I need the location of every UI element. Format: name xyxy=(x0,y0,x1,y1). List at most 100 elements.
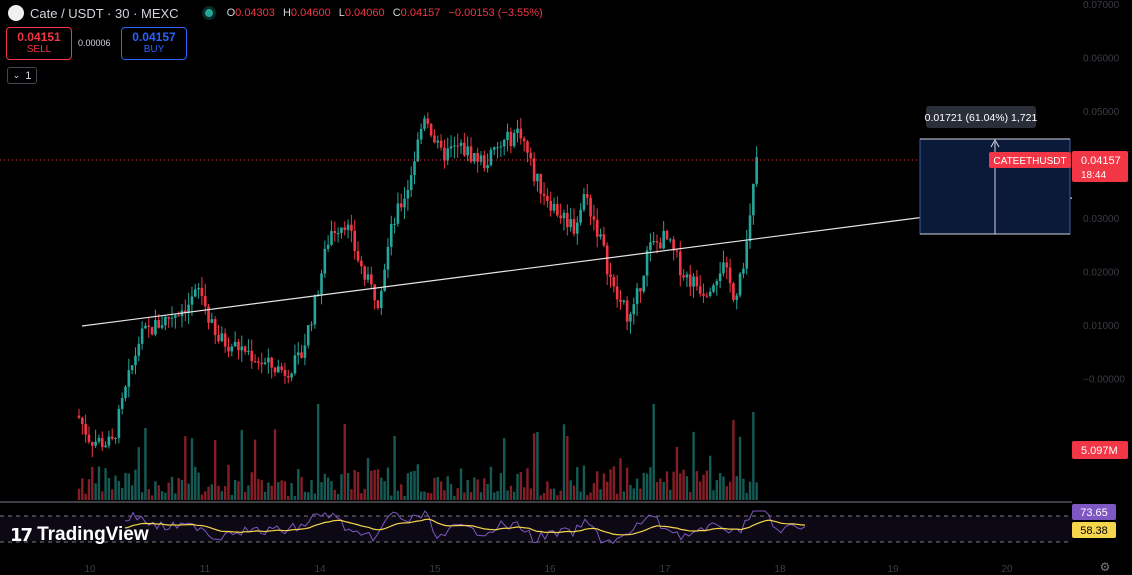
volume-bar xyxy=(526,468,529,500)
trendline-segment[interactable] xyxy=(81,197,1073,327)
volume-bar xyxy=(489,466,493,500)
candle-body xyxy=(300,352,303,358)
candle-body xyxy=(144,325,147,329)
candle-body xyxy=(403,198,406,208)
volume-bar xyxy=(343,424,346,500)
volume-bar xyxy=(738,436,742,500)
volume-bar xyxy=(536,432,539,500)
candle-body xyxy=(320,273,323,295)
volume-bar xyxy=(429,493,433,500)
candle-body xyxy=(240,346,244,351)
rsi-lines xyxy=(124,510,806,545)
volume-bar xyxy=(615,493,619,500)
candle-body xyxy=(413,161,416,176)
price-tick-label: 0.03000 xyxy=(1083,214,1120,225)
candle-body xyxy=(698,286,702,294)
candles[interactable] xyxy=(77,112,758,458)
candle-body xyxy=(110,436,114,439)
rsi-ma-value: 58.38 xyxy=(1080,525,1108,537)
volume-bar xyxy=(529,488,532,500)
volume-bar xyxy=(373,469,376,500)
volume-bar xyxy=(336,493,340,500)
candle-body xyxy=(473,153,476,162)
volume-bar xyxy=(207,486,210,500)
volume-bar xyxy=(140,492,144,500)
candle-body xyxy=(502,139,506,147)
candle-body xyxy=(220,333,224,342)
candle-body xyxy=(84,424,87,435)
candle-body xyxy=(164,316,167,326)
gear-icon[interactable]: ⚙ xyxy=(1099,560,1111,574)
candle-body xyxy=(237,341,240,351)
volume-bar xyxy=(81,478,84,500)
volume-bar xyxy=(466,479,469,500)
volume-bar xyxy=(483,478,486,500)
volume-bar xyxy=(409,471,413,500)
time-tick-label: 15 xyxy=(429,564,441,575)
candle-body xyxy=(306,325,310,346)
candle-body xyxy=(755,157,758,184)
indicator-collapse-button[interactable]: ⌄ 1 xyxy=(7,67,37,84)
volume-bar xyxy=(124,473,127,500)
candle-body xyxy=(323,248,327,274)
price-axis[interactable]: 0.070000.060000.050000.040000.030000.020… xyxy=(1083,0,1125,386)
volume-bar xyxy=(635,478,639,500)
measure-label: 0.01721 (61.04%) 1,721 xyxy=(925,112,1038,124)
volume-bar xyxy=(273,429,277,500)
candle-body xyxy=(419,128,423,140)
candle-body xyxy=(453,145,456,147)
volume-bar xyxy=(243,491,247,500)
candle-body xyxy=(589,197,592,217)
volume-bar xyxy=(609,469,612,500)
price-tick-label: 0.05000 xyxy=(1083,107,1120,118)
volume-bar xyxy=(519,472,523,500)
volume-bar xyxy=(283,481,287,500)
volume-bar xyxy=(257,478,260,500)
change-value: −0.00153 (−3.55%) xyxy=(448,7,543,19)
volume-bar xyxy=(187,483,190,500)
candle-body xyxy=(536,173,539,182)
volume-bar xyxy=(752,412,755,500)
volume-bar xyxy=(549,488,552,500)
volume-bar xyxy=(217,485,220,500)
volume-bar xyxy=(423,491,426,500)
price-range-measure[interactable]: 0.01721 (61.04%) 1,721 xyxy=(919,106,1071,235)
candle-body xyxy=(167,316,170,319)
volume-bar xyxy=(589,492,592,500)
candle-body xyxy=(509,131,513,147)
candle-body xyxy=(526,141,529,153)
volume-bar xyxy=(396,490,400,500)
volume-bar xyxy=(101,491,104,500)
volume-bar xyxy=(426,492,430,500)
bar-countdown: 18:44 xyxy=(1081,170,1106,181)
candle-body xyxy=(652,241,655,243)
time-axis[interactable]: 10 11 14 15 16 17 18 19 20 xyxy=(84,564,1013,575)
volume-bar xyxy=(685,476,689,500)
candle-body xyxy=(77,415,81,418)
candle-body xyxy=(187,304,190,314)
volume-bar xyxy=(732,420,735,500)
buy-button[interactable]: 0.04157 BUY xyxy=(121,27,187,60)
rsi-value: 73.65 xyxy=(1080,507,1108,519)
candle-body xyxy=(665,230,669,240)
volume-bar xyxy=(702,474,705,500)
candle-body xyxy=(124,386,127,398)
candle-body xyxy=(443,147,446,161)
candle-body xyxy=(157,319,161,328)
volume-bar xyxy=(659,478,662,500)
candle-body xyxy=(383,269,386,291)
candle-body xyxy=(496,147,499,149)
candle-body xyxy=(522,138,526,142)
volume-bar xyxy=(400,484,403,500)
volume-bar xyxy=(755,482,758,500)
brand-name: TradingView xyxy=(37,524,149,545)
sell-button[interactable]: 0.04151 SELL xyxy=(6,27,72,60)
candle-body xyxy=(426,118,430,124)
volume-bar xyxy=(267,482,270,500)
symbol-title[interactable]: Cate / USDT · 30 · MEXC xyxy=(30,5,179,21)
price-tick-label: 0.07000 xyxy=(1083,0,1120,11)
candle-body xyxy=(406,190,410,199)
trendline[interactable] xyxy=(0,159,1073,327)
volume-bar xyxy=(214,440,217,500)
